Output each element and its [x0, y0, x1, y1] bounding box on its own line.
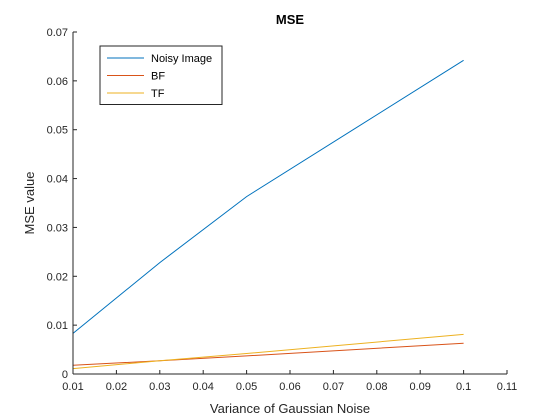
chart-title: MSE — [276, 12, 305, 27]
legend-label: BF — [151, 71, 165, 83]
x-tick-label: 0.11 — [497, 381, 518, 393]
series-line-bf — [72, 342, 464, 366]
x-tick-label: 0.02 — [106, 381, 127, 393]
x-tick-label: 0.07 — [323, 381, 344, 393]
series-line-noisy-image — [72, 59, 464, 334]
y-tick-label: 0.06 — [47, 76, 68, 88]
x-axis-title: Variance of Gaussian Noise — [210, 401, 370, 416]
y-axis-title: MSE value — [22, 172, 37, 235]
x-tick-label: 0.1 — [456, 381, 471, 393]
y-tick-label: 0.03 — [47, 222, 68, 234]
y-tick-label: 0.02 — [47, 271, 68, 283]
legend-label: Noisy Image — [151, 53, 212, 65]
y-tick-labels: 0 0.01 0.02 0.03 0.04 0.05 0.06 0.07 — [47, 27, 68, 381]
legend-label: TF — [151, 88, 165, 100]
x-tick-label: 0.08 — [366, 381, 387, 393]
y-tick-label: 0.07 — [47, 27, 68, 39]
y-tick-label: 0.05 — [47, 125, 68, 137]
x-tick-label: 0.04 — [192, 381, 213, 393]
y-tick-label: 0.01 — [47, 320, 68, 332]
x-tick-label: 0.05 — [236, 381, 257, 393]
axes — [72, 31, 508, 375]
x-tick-label: 0.03 — [149, 381, 170, 393]
x-tick-label: 0.01 — [62, 381, 83, 393]
series-line-tf — [72, 333, 464, 370]
y-tick-label: 0 — [62, 369, 68, 381]
x-tick-labels: 0.01 0.02 0.03 0.04 0.05 0.06 0.07 0.08 0.09 0.1 0… — [62, 381, 517, 393]
x-tick-label: 0.06 — [279, 381, 300, 393]
x-tick-label: 0.09 — [409, 381, 430, 393]
y-tick-label: 0.04 — [47, 174, 68, 186]
legend: Noisy Image BF TF — [99, 45, 223, 105]
series-lines — [72, 59, 464, 370]
